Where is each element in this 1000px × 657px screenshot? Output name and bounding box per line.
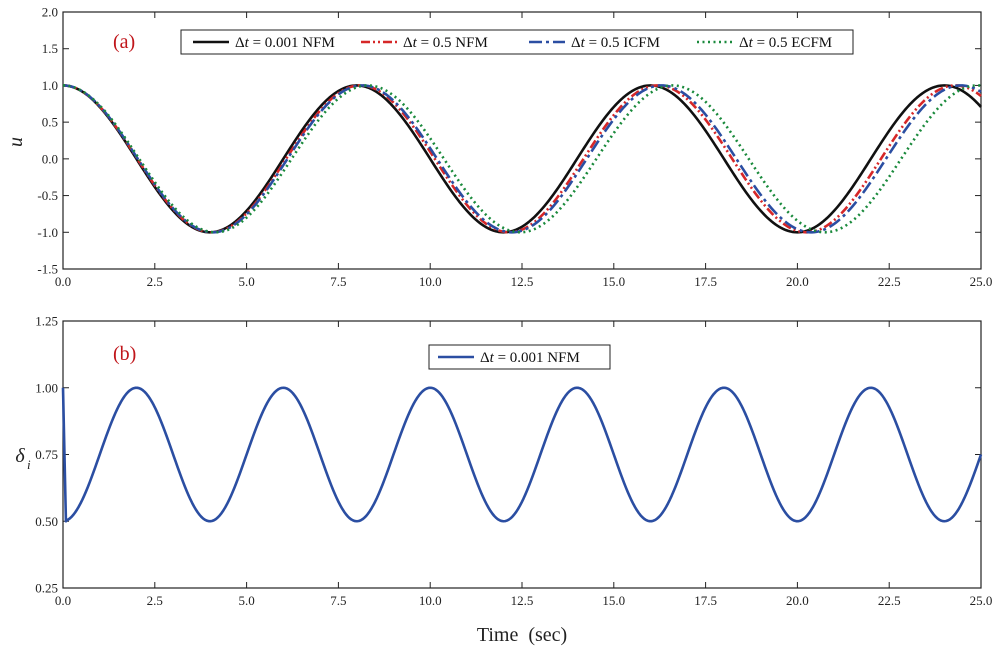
panel-b-ylabel: δ — [15, 445, 25, 467]
x-tick-label: 15.0 — [602, 593, 625, 608]
x-tick-label: 17.5 — [694, 593, 717, 608]
panel-b-ylabel-subscript: i — [27, 457, 31, 472]
x-tick-label: 2.5 — [147, 593, 163, 608]
panel-b-y-ticks: 0.25 0.50 0.75 1.00 1.25 — [35, 314, 981, 596]
x-tick-label: 0.0 — [55, 274, 71, 289]
y-tick-label: 1.25 — [35, 314, 58, 329]
y-tick-label: 0.5 — [42, 115, 58, 130]
panel-a-y-ticks: -1.5 -1.0 -0.5 0.0 0.5 1.0 1.5 2.0 — [37, 5, 981, 277]
x-axis-title: Time (sec) — [477, 624, 567, 646]
panel-a-x-ticks: 0.0 2.5 5.0 7.5 10.0 12.5 15.0 17.5 20.0 22.5 25.0 — [55, 12, 993, 289]
panel-a-tag: (a) — [113, 31, 135, 53]
x-tick-label: 7.5 — [330, 274, 346, 289]
panel-a-legend-box — [180, 29, 854, 55]
y-tick-label: 1.5 — [42, 41, 58, 56]
y-tick-label: 2.0 — [42, 5, 58, 20]
panel-a-legend: Δt = 0.001 NFM Δt = 0.5 NFM Δt = 0.5 ICFM Δ… — [180, 29, 854, 55]
y-tick-label: 1.0 — [42, 78, 58, 93]
y-tick-label: 0.25 — [35, 581, 58, 596]
x-tick-label: 5.0 — [238, 274, 254, 289]
x-tick-label: 5.0 — [238, 593, 254, 608]
x-tick-label: 7.5 — [330, 593, 346, 608]
y-tick-label: -1.0 — [37, 225, 58, 240]
y-tick-label: 0.0 — [42, 151, 58, 166]
x-tick-label: 17.5 — [694, 274, 717, 289]
series-line-3 — [62, 84, 982, 234]
legend-label-2: Δt = 0.5 NFM — [403, 35, 488, 51]
series-line-1 — [61, 386, 983, 523]
x-tick-label: 25.0 — [970, 274, 993, 289]
panel-a-ylabel: u — [5, 137, 27, 147]
x-tick-label: 0.0 — [55, 593, 71, 608]
x-tick-label: 12.5 — [511, 593, 534, 608]
y-tick-label: 0.50 — [35, 514, 58, 529]
legend-label-1: Δt = 0.001 NFM — [235, 35, 335, 51]
series-line-2 — [62, 84, 982, 234]
panel-a: -1.5 -1.0 -0.5 0.0 0.5 1.0 1.5 2.0 0.0 2.5 5.0 7.5… — [5, 5, 992, 290]
panel-b-legend: Δt = 0.001 NFM — [428, 344, 611, 370]
panel-b-x-ticks: 0.0 2.5 5.0 7.5 10.0 12.5 15.0 17.5 20.0 22.5 25.0 — [55, 321, 993, 608]
x-tick-label: 20.0 — [786, 593, 809, 608]
x-tick-label: 12.5 — [511, 274, 534, 289]
panel-b-ylabel-symbol: δ — [15, 445, 25, 467]
x-tick-label: 2.5 — [147, 274, 163, 289]
panel-b: 0.25 0.50 0.75 1.00 1.25 0.0 2.5 5.0 7.5 10.0 12.… — [15, 314, 992, 647]
panel-b-series — [61, 386, 983, 523]
x-tick-label: 25.0 — [970, 593, 993, 608]
x-tick-label: 10.0 — [419, 593, 442, 608]
x-tick-label: 22.5 — [878, 274, 901, 289]
panel-a-series — [62, 84, 982, 234]
y-tick-label: -0.5 — [37, 188, 58, 203]
legend-label-1: Δt = 0.001 NFM — [480, 350, 580, 366]
x-tick-label: 22.5 — [878, 593, 901, 608]
y-tick-label: -1.5 — [37, 262, 58, 277]
legend-label-4: Δt = 0.5 ECFM — [739, 35, 832, 51]
legend-label-3: Δt = 0.5 ICFM — [571, 35, 660, 51]
panel-b-tag: (b) — [113, 343, 136, 365]
y-tick-label: 0.75 — [35, 447, 58, 462]
x-tick-label: 15.0 — [602, 274, 625, 289]
y-tick-label: 1.00 — [35, 380, 58, 395]
x-tick-label: 10.0 — [419, 274, 442, 289]
x-tick-label: 20.0 — [786, 274, 809, 289]
